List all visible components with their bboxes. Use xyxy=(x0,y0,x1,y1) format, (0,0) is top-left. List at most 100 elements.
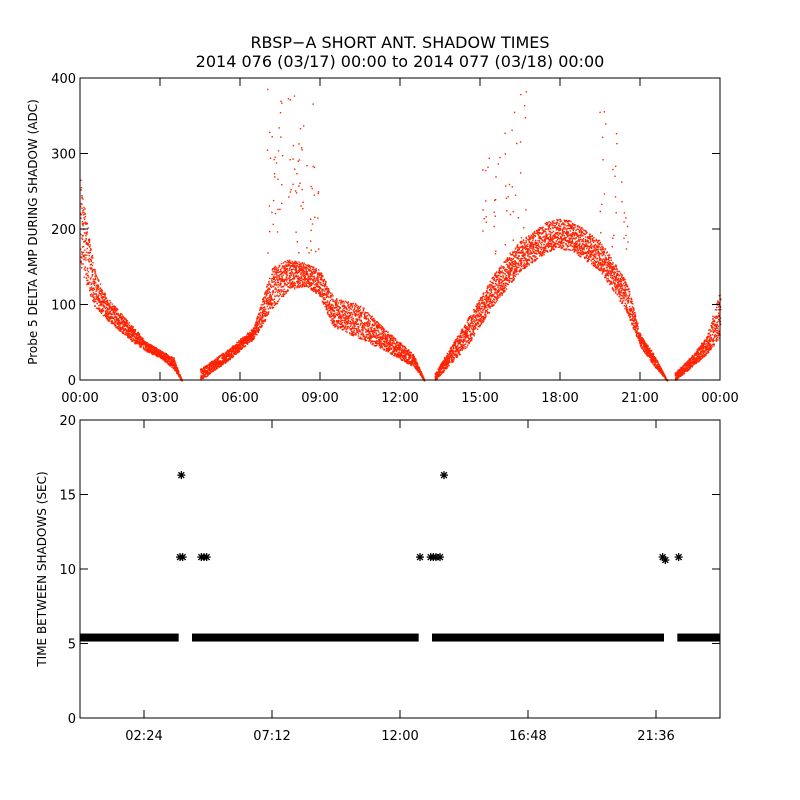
delta-amp-point xyxy=(348,327,350,329)
delta-amp-point xyxy=(285,292,287,294)
delta-amp-point xyxy=(207,367,209,369)
delta-amp-point xyxy=(120,330,122,332)
delta-amp-point xyxy=(344,323,347,325)
delta-amp-point xyxy=(336,314,339,317)
delta-amp-point xyxy=(439,368,442,371)
delta-amp-point xyxy=(342,305,344,308)
delta-amp-point xyxy=(111,306,113,308)
delta-amp-point xyxy=(222,356,224,358)
delta-amp-point xyxy=(323,278,326,281)
delta-amp-point xyxy=(365,312,368,314)
delta-amp-point xyxy=(303,284,305,286)
delta-amp-point xyxy=(285,272,287,274)
delta-amp-point xyxy=(324,301,327,304)
delta-amp-point xyxy=(242,341,244,343)
delta-amp-point xyxy=(269,283,271,285)
delta-amp-point xyxy=(213,363,215,365)
delta-amp-point xyxy=(381,342,383,344)
delta-amp-point xyxy=(351,332,353,334)
delta-amp-point xyxy=(269,295,271,297)
delta-amp-point xyxy=(165,358,167,360)
delta-amp-point xyxy=(274,265,276,268)
delta-amp-point xyxy=(283,270,285,273)
delta-amp-point xyxy=(407,354,410,356)
delta-amp-point xyxy=(88,258,90,260)
delta-amp-point xyxy=(86,233,88,235)
delta-amp-point xyxy=(225,360,228,362)
delta-amp-point xyxy=(291,271,294,274)
delta-amp-point xyxy=(387,344,389,347)
delta-amp-point xyxy=(380,340,382,343)
delta-amp-point xyxy=(93,270,95,272)
delta-amp-point xyxy=(268,302,270,305)
delta-amp-point xyxy=(349,320,352,323)
delta-amp-point xyxy=(394,347,396,350)
delta-amp-point xyxy=(107,308,109,311)
delta-amp-point xyxy=(87,276,90,278)
delta-amp-point xyxy=(415,367,417,369)
delta-amp-point xyxy=(109,310,111,312)
delta-amp-point xyxy=(283,265,286,267)
delta-amp-point xyxy=(115,313,118,316)
delta-amp-point xyxy=(139,340,141,342)
delta-amp-point xyxy=(135,339,137,342)
delta-amp-point xyxy=(175,370,178,372)
delta-amp-point xyxy=(383,337,386,339)
delta-amp-point xyxy=(264,296,266,298)
delta-amp-point xyxy=(125,333,127,336)
delta-amp-point xyxy=(262,306,264,309)
delta-amp-point xyxy=(343,307,345,310)
delta-amp-point xyxy=(410,363,413,365)
delta-amp-point xyxy=(322,293,324,295)
delta-amp-point xyxy=(437,368,439,370)
delta-amp-point xyxy=(313,290,315,293)
delta-amp-point xyxy=(286,275,288,277)
delta-amp-point xyxy=(273,277,276,279)
delta-amp-point xyxy=(214,369,217,371)
delta-amp-point xyxy=(350,334,352,336)
delta-amp-point xyxy=(260,306,263,309)
delta-amp-point xyxy=(93,297,95,300)
delta-amp-point xyxy=(376,340,379,342)
delta-amp-point xyxy=(111,303,113,305)
delta-amp-point xyxy=(272,277,274,280)
delta-amp-point xyxy=(114,312,116,315)
delta-amp-point xyxy=(273,284,276,286)
delta-amp-point xyxy=(112,316,114,319)
delta-amp-point xyxy=(83,222,86,224)
delta-amp-point xyxy=(98,298,101,301)
delta-amp-point xyxy=(331,322,333,325)
delta-amp-point xyxy=(270,296,273,299)
delta-amp-point xyxy=(213,362,215,364)
delta-amp-point xyxy=(109,318,111,321)
delta-amp-point xyxy=(272,268,274,270)
delta-amp-point xyxy=(315,270,317,272)
delta-amp-point xyxy=(271,281,273,283)
delta-amp-point xyxy=(85,237,87,240)
delta-amp-point xyxy=(300,286,303,288)
delta-amp-point xyxy=(272,286,275,288)
delta-amp-point xyxy=(318,275,320,277)
delta-amp-point xyxy=(131,332,134,334)
delta-amp-point xyxy=(80,189,82,191)
delta-amp-point xyxy=(126,332,129,334)
delta-amp-point xyxy=(132,326,134,328)
delta-amp-point xyxy=(209,364,211,367)
delta-amp-point xyxy=(135,343,137,345)
delta-amp-point xyxy=(320,293,322,296)
delta-amp-point xyxy=(119,329,122,331)
delta-amp-point xyxy=(291,269,293,271)
delta-amp-point xyxy=(403,348,406,351)
delta-amp-point xyxy=(98,292,100,295)
delta-amp-point xyxy=(284,282,287,285)
delta-amp-point xyxy=(90,247,92,250)
delta-amp-point xyxy=(84,249,86,251)
delta-amp-point xyxy=(92,291,95,294)
delta-amp-point xyxy=(350,324,352,326)
delta-amp-point xyxy=(272,290,274,293)
delta-amp-point xyxy=(307,282,309,284)
delta-amp-point xyxy=(92,299,94,302)
delta-amp-point xyxy=(94,305,96,307)
delta-amp-point xyxy=(385,338,388,341)
delta-amp-point xyxy=(80,205,82,208)
